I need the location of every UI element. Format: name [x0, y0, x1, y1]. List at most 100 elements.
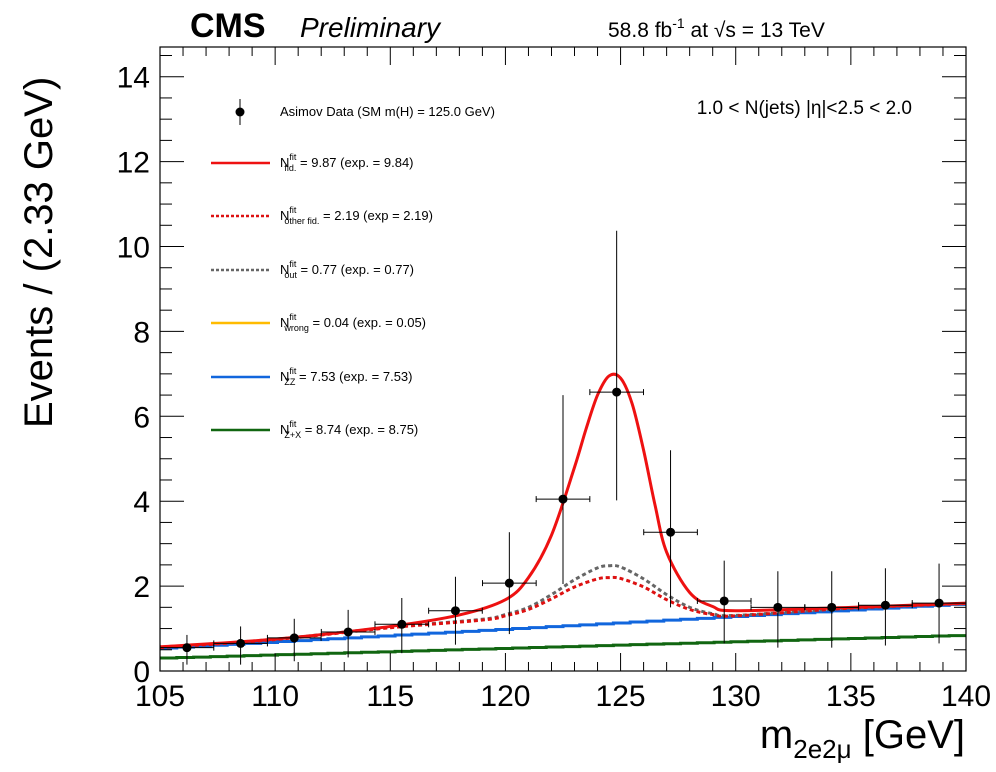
legend-label-main: N	[280, 155, 289, 170]
legend-entry-4: Nfit ZZ = 7.53 (exp. = 7.53)	[211, 366, 412, 387]
lumi-exponent: -1	[672, 15, 685, 31]
y-tick-label: 4	[133, 486, 150, 519]
legend-data-marker	[235, 107, 245, 117]
legend-label-sub: out	[284, 270, 297, 280]
legend-entry-1: Nfit other fid. = 2.19 (exp = 2.19)	[211, 205, 433, 226]
experiment-label: CMS	[190, 7, 266, 45]
legend-entry-data: Asimov Data (SM m(H) = 125.0 GeV)	[235, 99, 495, 125]
data-point	[911, 563, 967, 644]
data-point	[374, 597, 430, 654]
legend-label-rest: = 0.77 (exp. = 0.77)	[297, 262, 414, 277]
x-tick-label: 130	[711, 680, 761, 713]
legend-label-sub: other fid.	[284, 216, 319, 226]
data-point-marker	[558, 494, 568, 504]
x-tick-label: 140	[941, 680, 991, 713]
legend-label-2: Nfit out = 0.77 (exp. = 0.77)	[280, 259, 414, 280]
y-tick-label: 0	[133, 656, 150, 689]
legend-label-0: Nfit fid. = 9.87 (exp. = 9.84)	[280, 152, 414, 173]
data-point	[428, 576, 483, 645]
legend-label-5: Nfit Z+X = 8.74 (exp. = 8.75)	[280, 419, 418, 440]
legend-label-rest: = 2.19 (exp = 2.19)	[319, 208, 432, 223]
legend-data-label: Asimov Data (SM m(H) = 125.0 GeV)	[280, 104, 495, 119]
data-point-marker	[343, 627, 353, 637]
y-axis-label: Events / (2.33 GeV)	[17, 77, 61, 428]
legend-entry-2: Nfit out = 0.77 (exp. = 0.77)	[211, 259, 414, 280]
data-point-marker	[719, 596, 729, 606]
legend-label-3: Nfit wrong = 0.04 (exp. = 0.05)	[280, 312, 426, 333]
y-tick-label: 6	[133, 401, 150, 434]
lumi-label: 58.8 fb-1 at √s = 13 TeV	[608, 15, 825, 42]
data-point	[320, 609, 376, 658]
data-point	[266, 618, 322, 662]
data-point	[589, 230, 644, 501]
x-axis-label-unit: [GeV]	[852, 713, 965, 757]
data-point-marker	[934, 598, 944, 608]
legend-label-sub: Z+X	[284, 430, 301, 440]
data-point	[696, 560, 752, 644]
lumi-at: at	[685, 19, 714, 42]
data-point	[482, 532, 537, 635]
data-point-marker	[612, 387, 622, 397]
legend-label-main: N	[280, 422, 289, 437]
legend-label-sub: wrong	[283, 323, 309, 333]
legend-label-sup: fit	[289, 205, 297, 215]
data-point-marker	[182, 643, 192, 653]
category-label: 1.0 < N(jets) |η|<2.5 < 2.0	[697, 98, 912, 119]
lumi-value: 58.8 fb	[608, 19, 672, 42]
y-tick-label: 8	[133, 316, 150, 349]
x-axis-label-main: m	[760, 713, 793, 757]
legend-label-rest: = 7.53 (exp. = 7.53)	[295, 369, 412, 384]
x-tick-label: 115	[366, 680, 414, 713]
data-point	[643, 450, 698, 608]
data-point-marker	[880, 600, 890, 610]
x-tick-label: 120	[480, 680, 530, 713]
y-tick-label: 10	[117, 232, 150, 265]
legend-label-rest: = 9.87 (exp. = 9.84)	[296, 155, 413, 170]
legend-label-sub: fid.	[284, 163, 296, 173]
legend-label-sup: fit	[289, 259, 297, 269]
series-line-0	[159, 372, 967, 649]
data-point-marker	[289, 633, 299, 643]
plot-area	[159, 230, 967, 665]
data-point-marker	[504, 578, 514, 588]
legend-label-4: Nfit ZZ = 7.53 (exp. = 7.53)	[280, 366, 412, 387]
legend-label-sup: fit	[289, 152, 297, 162]
plot-frame	[159, 46, 967, 672]
x-tick-label: 110	[251, 680, 299, 713]
legend-label-main: N	[280, 369, 289, 384]
legend-label-main: N	[280, 208, 289, 223]
data-point-marker	[666, 527, 676, 537]
data-point-marker	[773, 602, 783, 612]
legend-entry-5: Nfit Z+X = 8.74 (exp. = 8.75)	[211, 419, 418, 440]
data-point-marker	[397, 619, 407, 629]
x-axis-label: m2e2μ [GeV]	[760, 713, 965, 764]
y-tick-label: 12	[117, 147, 150, 180]
data-point	[213, 626, 268, 665]
data-point	[535, 395, 591, 584]
x-axis-label-sub: 2e2μ	[793, 734, 851, 764]
legend-label-sup: fit	[289, 366, 297, 376]
legend-entry-0: Nfit fid. = 9.87 (exp. = 9.84)	[211, 152, 414, 173]
status-label: Preliminary	[300, 12, 442, 43]
legend-label-sup: fit	[289, 312, 297, 322]
legend-label-rest: = 0.04 (exp. = 0.05)	[309, 315, 426, 330]
data-point-marker	[450, 606, 460, 616]
legend: Asimov Data (SM m(H) = 125.0 GeV)Nfit fid…	[211, 99, 495, 440]
x-tick-label: 125	[596, 680, 646, 713]
x-tick-label: 135	[826, 680, 876, 713]
lumi-sqrt: √s	[714, 19, 736, 42]
legend-entry-3: Nfit wrong = 0.04 (exp. = 0.05)	[211, 312, 426, 333]
legend-label-main: N	[280, 262, 289, 277]
data-point	[804, 571, 860, 648]
lumi-energy: = 13 TeV	[736, 19, 825, 42]
legend-label-sub: ZZ	[284, 377, 295, 387]
y-tick-label: 2	[133, 571, 150, 604]
x-tick-label: 105	[135, 680, 185, 713]
tick-labels: 105 110 115 120 125 130 135 140 0 2 4 6 8 10 12 14	[117, 62, 991, 713]
legend-label-sup: fit	[289, 419, 297, 429]
legend-label-1: Nfit other fid. = 2.19 (exp = 2.19)	[280, 205, 433, 226]
data-point-marker	[236, 638, 246, 648]
data-point	[159, 634, 215, 665]
legend-label-main: N	[280, 315, 289, 330]
